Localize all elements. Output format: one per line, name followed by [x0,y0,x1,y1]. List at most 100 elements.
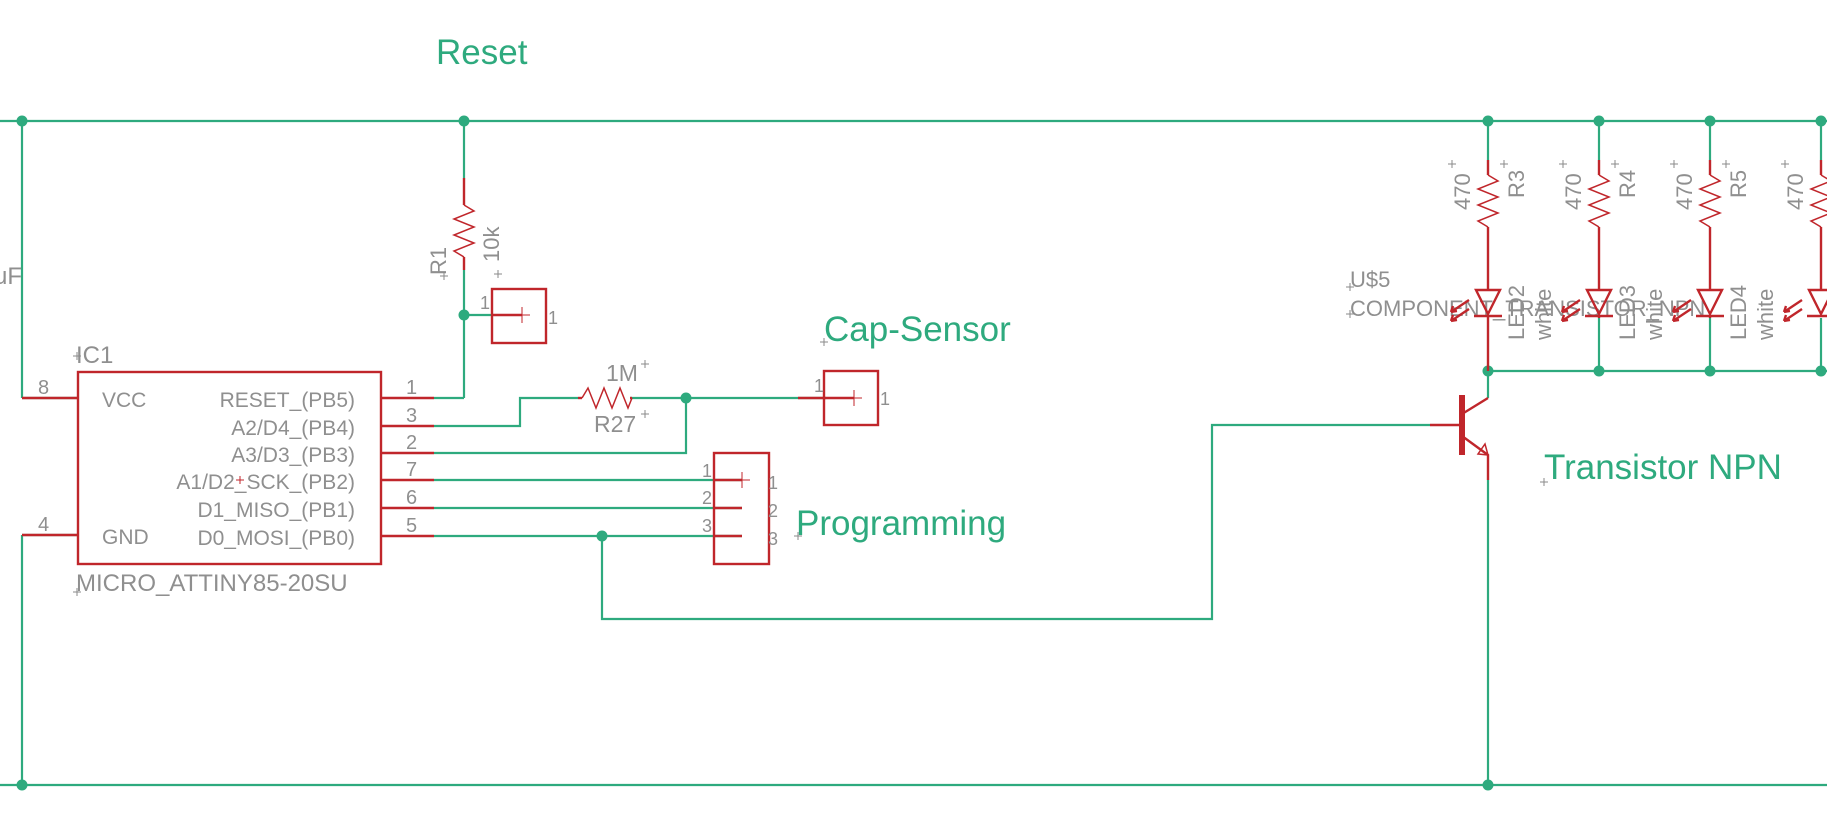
reset-test-pad[interactable]: 1 1 [480,287,558,345]
led-triangle [1807,288,1827,317]
ic1-pin-name: A1/D2_SCK_(PB2) [176,471,355,494]
led-name: LED4 [1726,285,1751,340]
header-pin-number: 1 [768,473,778,493]
origin-cross [1559,160,1567,168]
ic1-pin-number: 7 [406,459,417,481]
origin-cross [641,410,649,418]
led-value: white [1753,289,1778,341]
resistor-r27[interactable]: 1M R27 [578,360,649,437]
transistor-emitter-arrow [1476,442,1490,456]
resistor-zigzag [1475,174,1501,228]
led-triangle [1696,288,1724,317]
ic1-name: IC1 [76,342,113,369]
resistor-value: 470 [1783,173,1808,210]
transistor-name: U$5 [1350,267,1390,292]
transistor-label: Transistor NPN [1544,448,1782,487]
resistor-value: 470 [1561,173,1586,210]
ic1-pin-name: D1_MISO_(PB1) [197,499,355,522]
junction-dot [1815,115,1827,127]
programming-header[interactable]: 1 2 3 1 2 3 [702,451,802,566]
r27-name: R27 [594,411,636,437]
led-triangle [1474,288,1502,317]
ic1-pin-number: 8 [38,377,49,399]
cap-sensor-label: Cap-Sensor [824,310,1011,349]
led-triangle [1585,288,1613,317]
ic1-body[interactable] [76,370,383,566]
junction-dot [16,779,28,791]
junction-dot [596,530,608,542]
ic1-pin-name: RESET_(PB5) [220,389,355,412]
r1-name: R1 [426,247,451,275]
ic1-pin-name: A3/D3_(PB3) [231,444,355,467]
ic1-pin-number: 6 [406,487,417,509]
ic1-pin-name: VCC [102,389,146,412]
reset-net-label: Reset [436,33,528,72]
ic1-pin-number: 3 [406,405,417,427]
led-branch-2[interactable]: 470 R4 LED3 white [1559,160,1667,341]
origin-cross [1500,160,1508,168]
ic1-pin-name: D0_MOSI_(PB0) [197,527,355,550]
led-value: white [1531,289,1556,341]
origin-cross [1448,160,1456,168]
pb3-net-wire[interactable] [434,398,688,455]
transistor-value: COMPONENT_TRANSISTOR_NPN [1350,296,1705,321]
origin-cross [73,352,81,360]
resistor-zigzag [1697,174,1723,228]
ic1-pin-number: 5 [406,515,417,537]
resistor-value: 470 [1672,173,1697,210]
junction-dot [458,309,470,321]
reset-pad-number: 1 [548,308,558,328]
header-pin-number: 3 [702,516,712,536]
origin-cross [1722,160,1730,168]
transistor-collector-lead [1461,396,1489,416]
header-pin-number: 1 [702,461,712,481]
led-light-arrow [1671,299,1692,314]
resistor-zigzag [1808,174,1827,228]
origin-cross [846,390,862,406]
ic1-pin-number: 1 [406,377,417,399]
resistor-r1[interactable]: R1 10k [426,178,504,280]
programming-label: Programming [796,504,1006,543]
origin-cross [1540,478,1548,486]
led-light-arrow [1560,299,1581,314]
led-name: LED2 [1504,285,1529,340]
header-pin-number: 2 [768,501,778,521]
transistor-npn[interactable]: U$5 COMPONENT_TRANSISTOR_NPN [1346,267,1705,486]
ic1-pin-name: GND [102,526,149,549]
cap-sensor-pad[interactable]: 1 1 [798,338,890,427]
junction-dot [16,115,28,127]
cap-pad-number: 1 [880,389,890,409]
junctions [16,115,1827,791]
origin-cross [641,360,649,368]
origin-cross [440,272,448,280]
reset-pad-pin: 1 [480,293,490,313]
ic1-pin-number: 4 [38,514,49,536]
pb4-net-wire[interactable] [434,396,578,428]
origin-cross [1611,160,1619,168]
ic1-pin-name: A2/D4_(PB4) [231,417,355,440]
r27-zigzag [581,385,633,411]
junction-dot [1704,115,1716,127]
led-branch-1[interactable]: 470 R3 LED2 white [1448,160,1556,371]
led-light-arrow [1782,299,1803,314]
resistor-value: 470 [1450,173,1475,210]
resistor-name: R4 [1615,170,1640,198]
ic1-chip[interactable]: IC1 MICRO_ATTINY85-20SU 8 VCC 4 GND RESE… [22,342,434,597]
r1-value: 10k [479,226,504,262]
ic1-value: MICRO_ATTINY85-20SU [76,570,348,597]
led-branch-3[interactable]: 470 R5 LED4 white [1670,160,1778,341]
junction-dot [1593,115,1605,127]
base-drive-wire[interactable] [600,423,1430,621]
junction-dot [1482,115,1494,127]
r27-value: 1M [606,360,638,386]
led-branch-4[interactable]: 470 [1781,160,1827,323]
origin-cross [1670,160,1678,168]
capacitor-value-label: uF [0,263,22,290]
resistor-name: R5 [1726,170,1751,198]
resistor-name: R3 [1504,170,1529,198]
origin-cross [734,472,750,488]
origin-cross [73,588,81,596]
origin-cross [494,270,502,278]
origin-cross [1781,160,1789,168]
